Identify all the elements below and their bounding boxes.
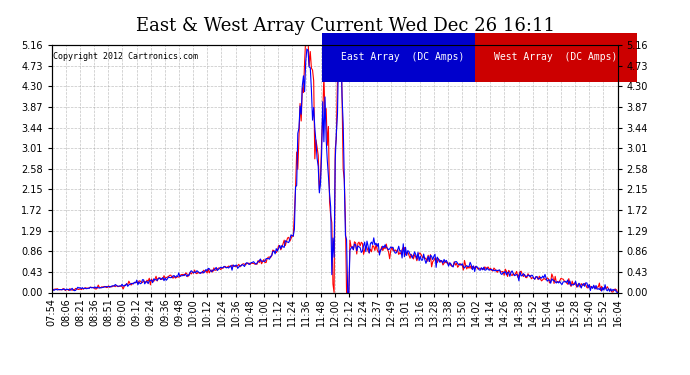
Text: East Array  (DC Amps): East Array (DC Amps) [342,53,465,62]
Text: East & West Array Current Wed Dec 26 16:11: East & West Array Current Wed Dec 26 16:… [135,17,555,35]
Text: Copyright 2012 Cartronics.com: Copyright 2012 Cartronics.com [53,53,198,62]
Text: West Array  (DC Amps): West Array (DC Amps) [494,53,618,62]
